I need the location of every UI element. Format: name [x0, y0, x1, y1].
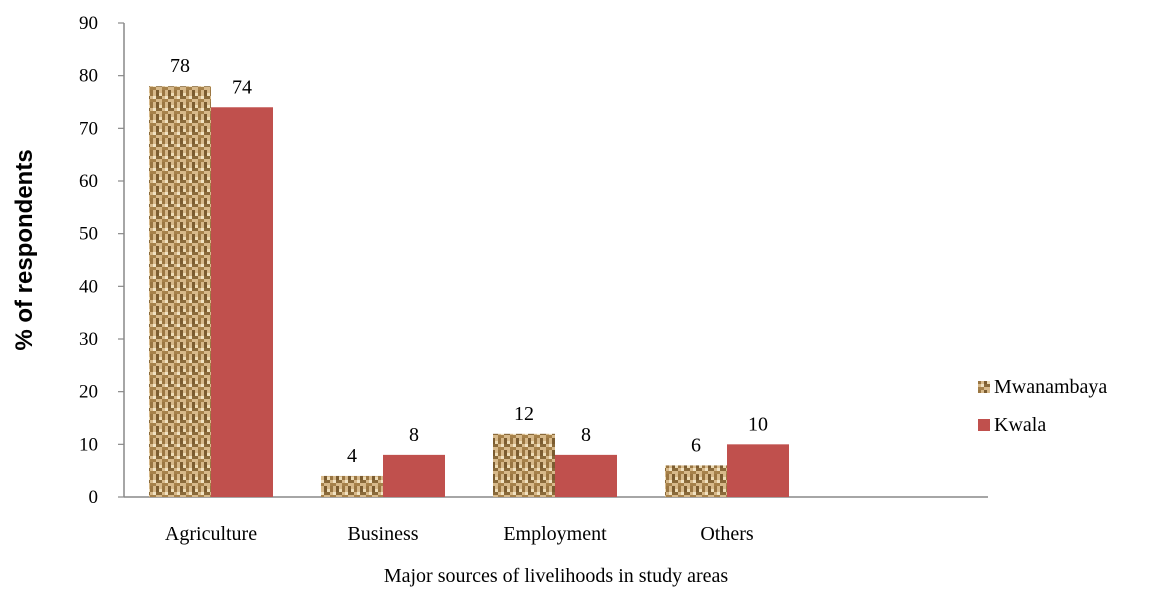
category-label: Agriculture: [165, 523, 257, 545]
data-label: 78: [170, 55, 190, 77]
x-axis-categories: Agriculture Business Employment Others: [165, 523, 754, 545]
legend-swatch-kwala: [978, 419, 990, 431]
data-label: 8: [409, 424, 419, 446]
y-tick-label: 80: [79, 66, 98, 87]
data-label: 74: [232, 76, 252, 98]
bar-mwanambaya-agriculture: [149, 86, 211, 497]
data-label: 12: [514, 403, 534, 425]
y-tick-label: 90: [79, 13, 98, 34]
y-tick-label: 10: [79, 434, 98, 455]
bar-kwala-agriculture: [211, 107, 273, 498]
bar-kwala-others: [727, 444, 789, 497]
y-tick-label: 30: [79, 329, 98, 350]
category-label: Others: [700, 523, 754, 545]
legend-label: Kwala: [994, 414, 1046, 436]
data-label: 6: [691, 434, 701, 456]
bar-kwala-business: [383, 454, 445, 497]
bar-mwanambaya-employment: [493, 433, 555, 497]
y-tick-label: 40: [79, 276, 98, 297]
y-tick-label: 50: [79, 224, 98, 245]
bar-kwala-employment: [555, 454, 617, 497]
data-labels: 78 74 4 8 12 8 6 10: [170, 55, 768, 467]
y-tick-label: 70: [79, 118, 98, 139]
y-axis-ticks: 0 10 20 30 40 50 60 70 80 90: [79, 13, 124, 508]
category-label: Business: [347, 523, 418, 545]
data-label: 10: [748, 413, 768, 435]
x-axis-title: Major sources of livelihoods in study ar…: [384, 565, 729, 587]
bars: [149, 86, 789, 498]
legend: Mwanambaya Kwala: [978, 376, 1107, 436]
legend-swatch-mwanambaya: [978, 381, 990, 393]
y-tick-label: 0: [89, 487, 99, 508]
y-tick-label: 60: [79, 171, 98, 192]
y-axis-title: % of respondents: [11, 149, 38, 350]
data-label: 8: [581, 424, 591, 446]
data-label: 4: [347, 445, 357, 467]
bar-mwanambaya-business: [321, 475, 383, 497]
legend-label: Mwanambaya: [994, 376, 1107, 398]
bar-mwanambaya-others: [665, 465, 727, 497]
y-tick-label: 20: [79, 382, 98, 403]
category-label: Employment: [503, 523, 607, 545]
